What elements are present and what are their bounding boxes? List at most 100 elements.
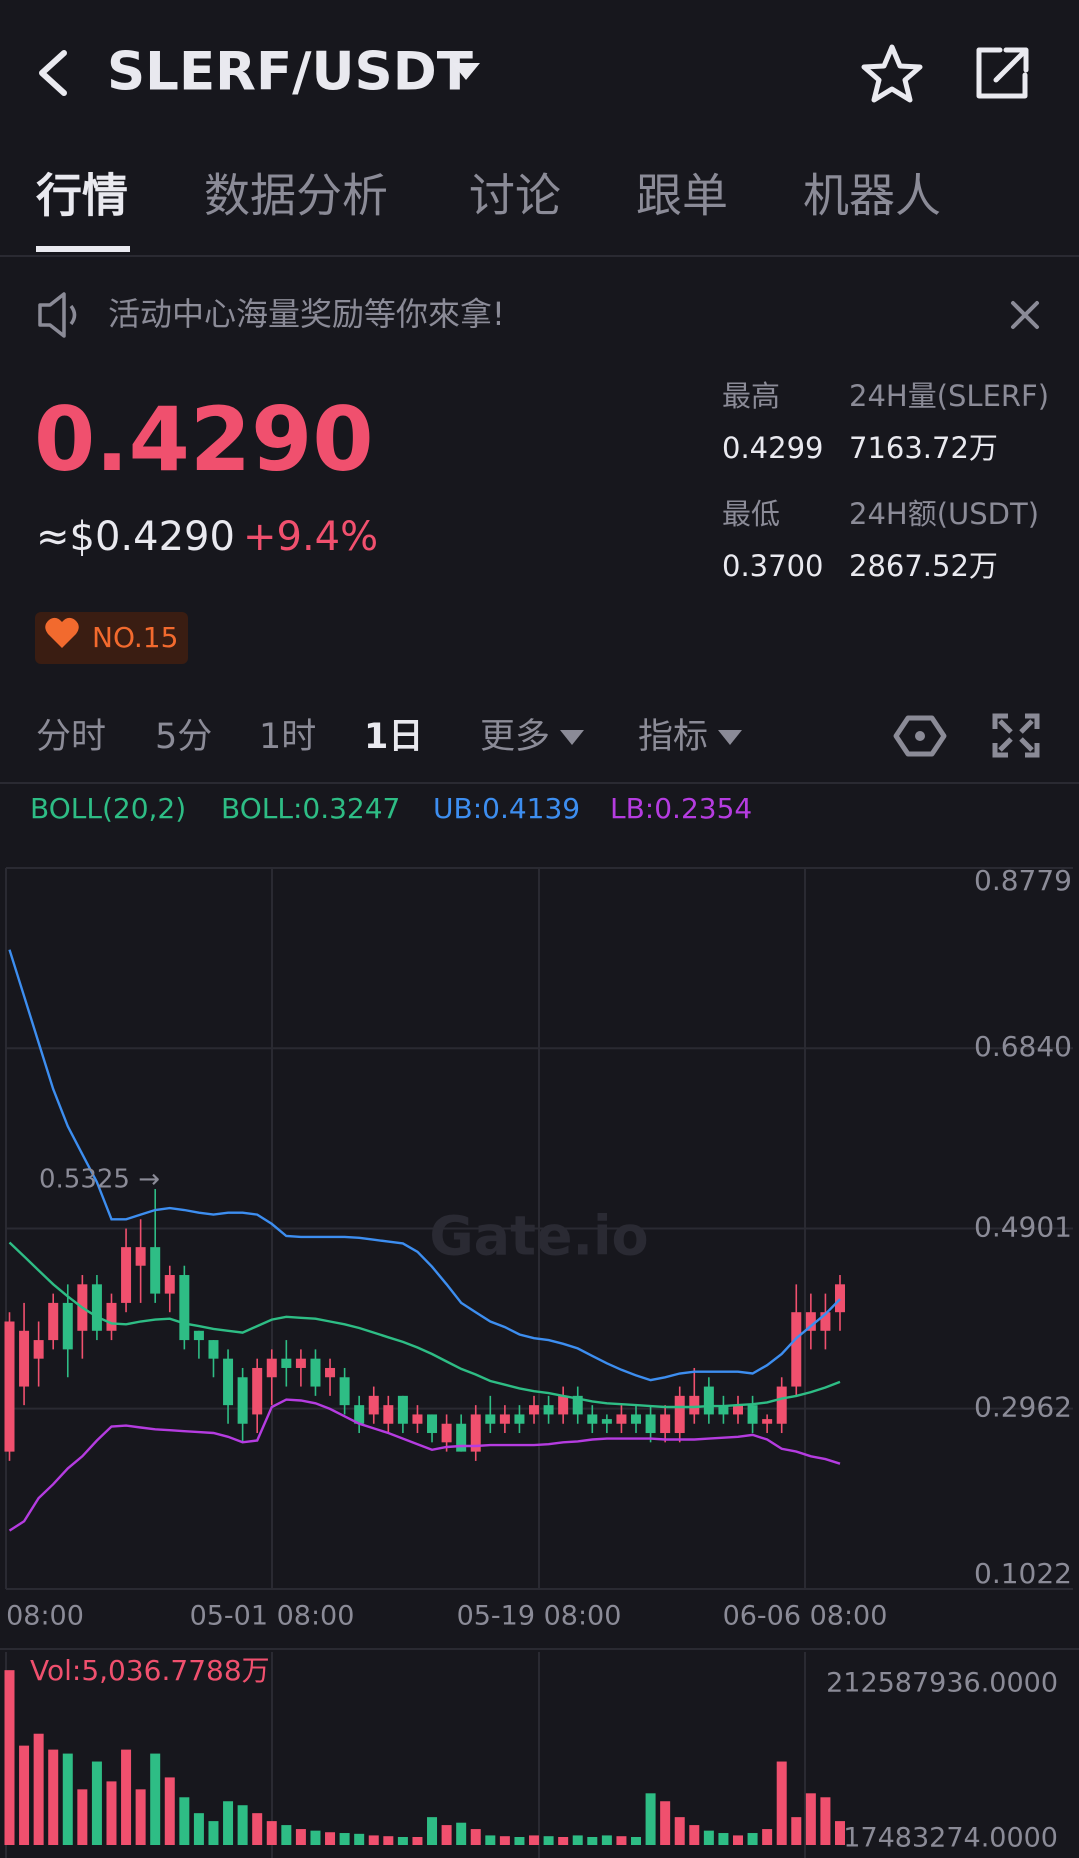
y-tick-label: 0.2962	[974, 1391, 1072, 1424]
candle-body	[19, 1330, 30, 1387]
volume-bar	[733, 1835, 743, 1845]
volume-bar	[762, 1829, 773, 1845]
candle-body	[179, 1275, 190, 1341]
candle-body	[587, 1414, 598, 1424]
interval-bar: 分时 5分 1时 1日 更多 指标	[36, 717, 708, 757]
candle-body	[164, 1275, 175, 1294]
volume-bar	[572, 1835, 583, 1845]
share-button[interactable]	[976, 47, 1029, 99]
pair-dropdown[interactable]	[452, 63, 480, 80]
volume-bar	[48, 1749, 59, 1845]
boll-mid-line	[8, 1241, 841, 1409]
candle-body	[645, 1414, 656, 1434]
volume-bar	[631, 1837, 642, 1845]
volume-bar	[616, 1836, 627, 1845]
stat-label: 最低	[722, 497, 780, 531]
candle-body	[383, 1405, 394, 1424]
pair-title[interactable]: SLERF/USDT	[107, 42, 473, 103]
volume-bar	[91, 1761, 102, 1845]
rank-text: NO.15	[92, 621, 178, 654]
candle-body	[470, 1414, 481, 1452]
candle-body	[689, 1395, 700, 1415]
volume-bar	[281, 1825, 292, 1845]
back-button[interactable]	[39, 50, 67, 96]
watermark: Gate.io	[429, 1205, 648, 1268]
stat-value: 7163.72万	[849, 431, 998, 465]
volume-bar	[470, 1829, 481, 1845]
candle-body	[514, 1414, 525, 1424]
usd-price: ≈$0.4290	[36, 514, 235, 560]
candle-body	[499, 1414, 510, 1424]
volume-bar	[179, 1797, 190, 1845]
interval-option[interactable]: 1时	[259, 717, 316, 757]
candle-body	[456, 1423, 467, 1452]
candle-body	[368, 1395, 379, 1415]
notice-text[interactable]: 活动中心海量奖励等你來拿!	[108, 295, 505, 333]
candle-body	[193, 1330, 204, 1341]
candle-body	[834, 1284, 845, 1313]
candle-body	[237, 1377, 248, 1424]
y-tick-label: 0.4901	[974, 1210, 1072, 1243]
volume-bar	[135, 1789, 146, 1845]
last-price: 0.4290	[34, 388, 374, 491]
stat-label: 24H额(USDT)	[849, 497, 1039, 531]
candle-body	[529, 1405, 540, 1415]
tab[interactable]: 数据分析	[204, 169, 388, 223]
interval-option[interactable]: 指标	[638, 717, 708, 757]
stat-label: 最高	[722, 379, 780, 413]
candle-body	[485, 1414, 496, 1424]
candle-body	[135, 1247, 146, 1266]
volume-bar	[368, 1835, 379, 1845]
tab[interactable]: 机器人	[803, 169, 941, 223]
volume-bar	[820, 1797, 831, 1845]
candle-body	[150, 1247, 161, 1294]
candle-body	[266, 1358, 277, 1378]
interval-option[interactable]: 1日	[364, 717, 423, 757]
volume-bar	[208, 1821, 219, 1845]
active-tab-indicator	[36, 246, 130, 252]
volume-bar	[412, 1837, 423, 1845]
close-notice[interactable]	[1011, 301, 1039, 329]
volume-bar	[310, 1830, 321, 1845]
volume-bar	[645, 1793, 656, 1845]
fullscreen-button[interactable]	[992, 713, 1040, 758]
volume-bar	[674, 1817, 685, 1845]
x-tick-label: 05-19 08:00	[457, 1601, 622, 1632]
speaker-icon	[38, 292, 77, 338]
more-dropdown[interactable]	[560, 730, 584, 745]
tab-bar: 行情 数据分析 讨论 跟单 机器人	[36, 169, 941, 223]
indicator-dropdown[interactable]	[718, 730, 742, 745]
y-tick-label: 0.8779	[974, 864, 1072, 897]
tab[interactable]: 行情	[36, 169, 128, 223]
stat-value: 2867.52万	[849, 549, 998, 583]
volume-bar	[543, 1836, 554, 1845]
volume-bar	[703, 1830, 714, 1845]
volume-bar	[121, 1749, 132, 1845]
volume-bar	[397, 1837, 408, 1845]
interval-option[interactable]: 5分	[155, 717, 212, 757]
candle-body	[601, 1419, 612, 1424]
candle-body	[805, 1312, 816, 1331]
candle-body	[397, 1395, 408, 1424]
candle-body	[820, 1312, 831, 1331]
tab[interactable]: 跟单	[636, 169, 728, 223]
volume-bar	[325, 1832, 336, 1845]
interval-option[interactable]: 分时	[36, 717, 106, 757]
candle-body	[631, 1414, 642, 1424]
favorite-button[interactable]	[861, 44, 923, 103]
candle-body	[106, 1302, 117, 1331]
interval-option[interactable]: 更多	[480, 717, 550, 757]
volume-bar	[689, 1825, 700, 1845]
candle-body	[33, 1340, 44, 1359]
volume-bar	[106, 1781, 117, 1845]
volume-bar	[441, 1825, 452, 1845]
candle-body	[354, 1405, 365, 1424]
candle-body	[733, 1405, 743, 1415]
candle-body	[674, 1395, 685, 1434]
tab[interactable]: 讨论	[469, 169, 561, 223]
volume-bar	[514, 1837, 525, 1845]
volume-bar	[834, 1821, 845, 1845]
settings-button[interactable]	[893, 715, 947, 757]
volume-bar	[427, 1817, 438, 1845]
candle-body	[703, 1386, 714, 1415]
